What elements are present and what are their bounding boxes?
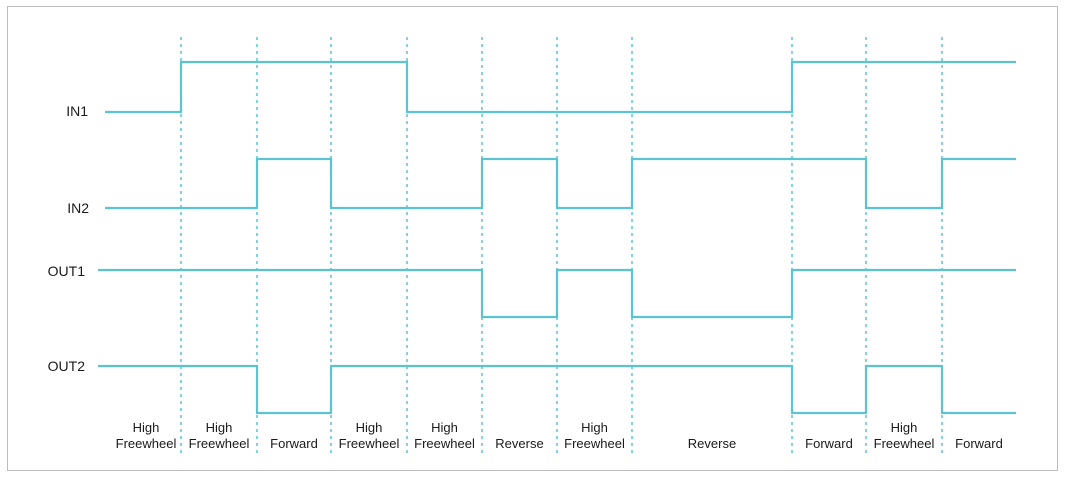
waveform-in2 xyxy=(105,157,1016,210)
diagram-frame: IN1 IN2 OUT1 OUT2 High Freewheel High Freewhee… xyxy=(7,6,1058,471)
state-label-10: Forward xyxy=(955,436,1003,451)
state-label-6: High Freewheel xyxy=(564,420,625,451)
signal-label-in1: IN1 xyxy=(66,103,88,119)
state-label-3: High Freewheel xyxy=(339,420,400,451)
state-label-2: Forward xyxy=(270,436,318,451)
signal-label-out1: OUT1 xyxy=(48,263,86,279)
divider-lines xyxy=(180,37,943,453)
state-label-1: High Freewheel xyxy=(189,420,250,451)
signal-label-in2: IN2 xyxy=(67,200,89,216)
state-label-9: High Freewheel xyxy=(874,420,935,451)
waveforms xyxy=(98,60,1016,415)
waveform-in1 xyxy=(105,60,1016,114)
state-label-5: Reverse xyxy=(495,436,543,451)
state-label-4: High Freewheel xyxy=(414,420,475,451)
waveform-out2 xyxy=(98,364,1016,415)
state-label-7: Reverse xyxy=(688,436,736,451)
state-labels: High Freewheel High Freewheel Forward High Fre… xyxy=(116,420,1003,451)
state-label-8: Forward xyxy=(805,436,853,451)
signal-label-out2: OUT2 xyxy=(48,358,86,374)
signal-labels: IN1 IN2 OUT1 OUT2 xyxy=(48,103,90,374)
state-label-0: High Freewheel xyxy=(116,420,177,451)
waveform-out1 xyxy=(98,268,1016,319)
